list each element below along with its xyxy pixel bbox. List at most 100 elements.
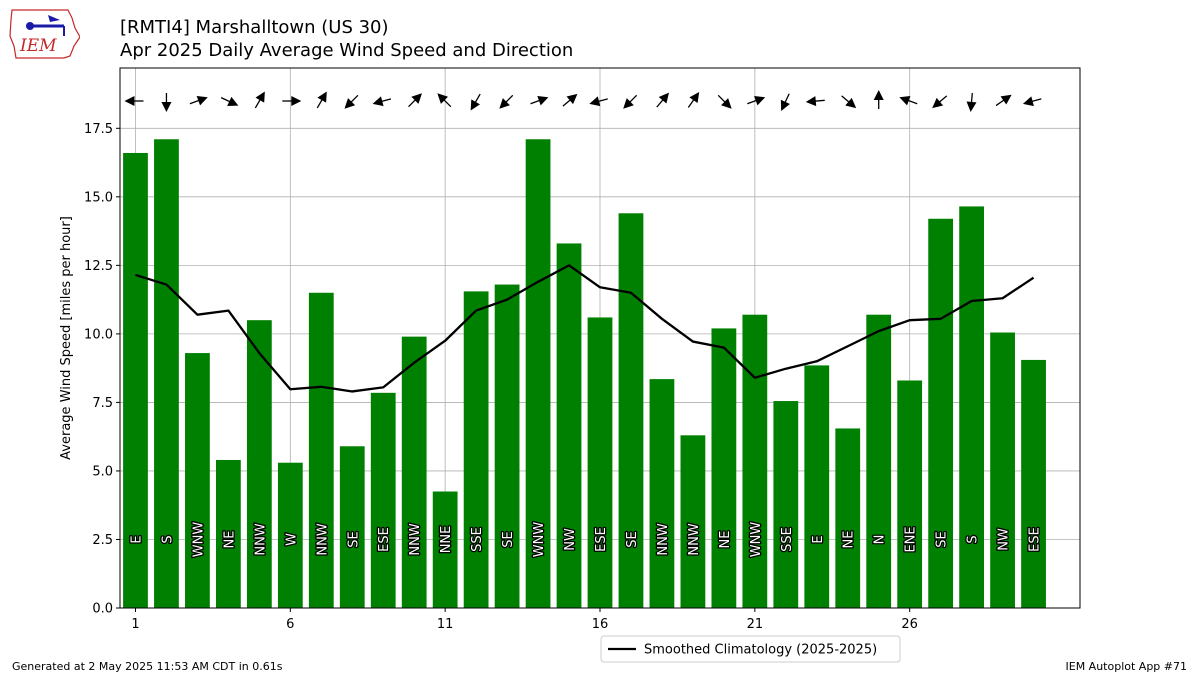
bar-day-23 [804,365,830,608]
logo-text: IEM [19,36,57,56]
logo-flag [48,15,60,22]
legend-label: Smoothed Climatology (2025-2025) [644,643,877,658]
wind-arrow-icon [656,92,670,108]
climatology-line-layer [135,264,1035,393]
bar-day-19 [680,435,706,608]
bar-day-2 [154,139,179,608]
wind-arrow-icon [1022,96,1042,107]
wind-arrow-icon [562,93,578,107]
bar-day-30 [1021,359,1046,608]
direction-label: ESE [594,527,609,552]
bar-day-14 [525,139,551,608]
bar-day-18 [649,379,675,608]
direction-label: WNW [749,522,764,558]
wind-arrow-icon [282,96,302,106]
x-tick-label: 16 [592,617,609,632]
wind-arrow-icon [316,91,327,109]
wind-arrow-icon [437,93,452,108]
y-tick-label: 7.5 [92,396,113,411]
y-tick-label: 10.0 [84,327,113,342]
y-tick-label: 17.5 [84,122,113,137]
y-tick-label: 12.5 [84,259,113,274]
direction-label: NNW [253,523,268,555]
wind-arrow-icon [623,94,638,109]
y-tick-label: 2.5 [92,533,113,548]
x-tick-label: 26 [901,617,918,632]
wind-arrow-icon [780,93,790,111]
bar-day-27 [928,218,954,609]
wind-arrow-icon [995,94,1012,107]
wind-arrow-icon [408,93,422,108]
direction-label: WNW [191,522,206,558]
bar-day-24 [835,428,861,608]
direction-label: E [811,535,826,543]
bar-day-9 [370,392,396,608]
direction-label: S [160,535,175,543]
bar-day-13 [494,284,520,608]
wind-arrow-icon [470,93,481,111]
direction-label: SSE [470,527,485,552]
bar-day-12 [463,291,489,608]
wind-arrow-icon [499,94,514,109]
direction-label: NNW [408,523,423,555]
bar-day-7 [308,292,334,608]
bar-day-15 [556,243,582,609]
x-axis: 1 6 11 16 21 26 [131,608,918,632]
legend: Smoothed Climatology (2025-2025) [600,635,901,663]
wind-arrow-icon [717,94,732,109]
wind-arrow-icon [873,90,884,109]
direction-label: NNW [656,523,671,555]
bar-day-5 [246,320,272,608]
wind-arrow-icon [530,95,549,106]
wind-arrow-icon [124,96,144,106]
x-tick-label: 6 [286,617,294,632]
y-tick-label: 0.0 [92,602,113,617]
wind-arrow-icon [589,96,608,107]
direction-label: SE [346,531,361,547]
direction-label: NE [842,530,857,548]
direction-label: N [873,535,888,545]
direction-labels: E S WNW NE NNW W NNW SE ESE NNW NNE SSE SE WNW NW ESE SE… [128,520,1044,558]
wind-arrows [124,90,1042,112]
bar-day-4 [216,459,241,608]
wind-arrow-icon [747,95,766,106]
chart-title: [RMTI4] Marshalltown (US 30) [120,17,389,38]
iowa-state-outline [9,9,80,59]
direction-label: E [129,535,144,543]
direction-label: NNE [439,526,454,554]
iem-logo: IEM [9,9,80,59]
y-tick-label: 5.0 [92,464,113,479]
wind-arrow-icon [841,95,857,109]
wind-arrow-icon [899,95,918,106]
bars [123,139,1046,609]
climatology-line [135,264,1035,393]
bar-day-20 [711,328,737,608]
x-tick-label: 21 [747,617,764,632]
wind-arrow-icon [344,94,359,109]
y-axis-label: Average Wind Speed [miles per hour] [59,216,74,460]
x-tick-label: 11 [437,617,454,632]
wind-arrow-icon [220,96,239,106]
app-credit: IEM Autoplot App #71 [1065,660,1188,673]
wind-arrow-icon [932,95,948,109]
x-tick-label: 1 [131,617,139,632]
generated-timestamp: Generated at 2 May 2025 11:53 AM CDT in … [12,660,283,673]
direction-label: S [966,535,981,543]
direction-label: SSE [780,527,795,552]
direction-label: NNW [687,523,702,555]
wind-arrow-icon [805,96,825,107]
wind-arrow-icon [687,91,700,108]
direction-label: NNW [315,523,330,555]
direction-label: SE [501,531,516,547]
wind-arrow-icon [254,91,265,109]
bar-day-8 [339,446,365,608]
bar-day-6 [277,462,303,608]
direction-label: WNW [532,522,547,558]
bar-day-1 [123,152,148,609]
chart-subtitle: Apr 2025 Daily Average Wind Speed and Di… [120,40,574,61]
direction-label: ESE [1028,527,1043,552]
bar-day-3 [185,353,210,608]
direction-label: SE [935,531,950,547]
bar-day-17 [618,213,644,609]
